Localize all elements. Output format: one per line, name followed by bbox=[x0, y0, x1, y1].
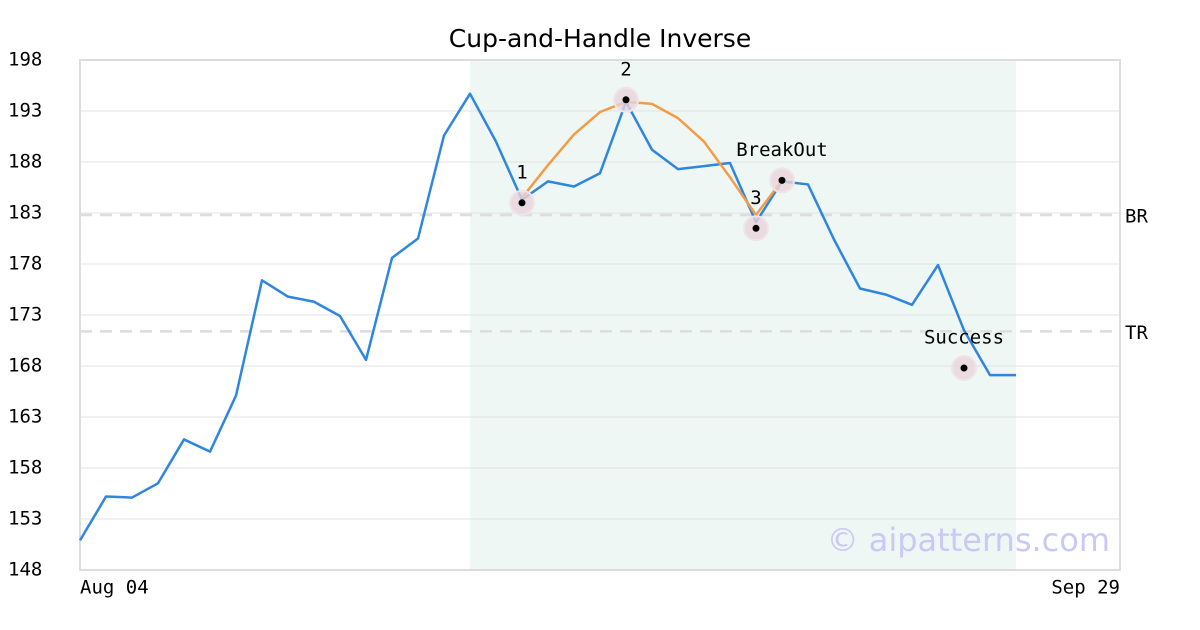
pivot-label: 1 bbox=[516, 161, 527, 183]
y-tick-label: 178 bbox=[8, 253, 42, 275]
level-label: TR bbox=[1125, 322, 1148, 344]
y-tick-label: 198 bbox=[8, 49, 42, 71]
x-tick-label: Aug 04 bbox=[80, 577, 149, 599]
pivot-label: 3 bbox=[750, 187, 761, 209]
y-tick-label: 163 bbox=[8, 406, 42, 428]
pivot-dot bbox=[622, 96, 630, 104]
pivot-dot bbox=[778, 176, 786, 184]
series-line bbox=[78, 92, 1016, 542]
y-tick-label: 168 bbox=[8, 355, 42, 377]
plot-frame bbox=[79, 59, 1121, 571]
watermark: © aipatterns.com bbox=[827, 521, 1110, 559]
y-tick-label: 188 bbox=[8, 151, 42, 173]
chart-title: Cup-and-Handle Inverse bbox=[449, 24, 751, 53]
pivot-dot bbox=[960, 364, 968, 372]
x-tick-label: Sep 29 bbox=[1051, 577, 1120, 599]
series-line bbox=[521, 100, 784, 217]
pivot-dot bbox=[518, 199, 526, 207]
pivot-label: 2 bbox=[620, 58, 631, 80]
level-label: BR bbox=[1125, 206, 1148, 228]
pivot-label: BreakOut bbox=[736, 139, 828, 161]
y-tick-label: 153 bbox=[8, 508, 42, 530]
pivot-dot bbox=[752, 224, 760, 232]
pivot-label: Success bbox=[924, 327, 1004, 349]
y-tick-label: 193 bbox=[8, 100, 42, 122]
y-tick-label: 148 bbox=[8, 559, 42, 581]
y-tick-label: 173 bbox=[8, 304, 42, 326]
y-tick-label: 183 bbox=[8, 202, 42, 224]
y-tick-label: 158 bbox=[8, 457, 42, 479]
